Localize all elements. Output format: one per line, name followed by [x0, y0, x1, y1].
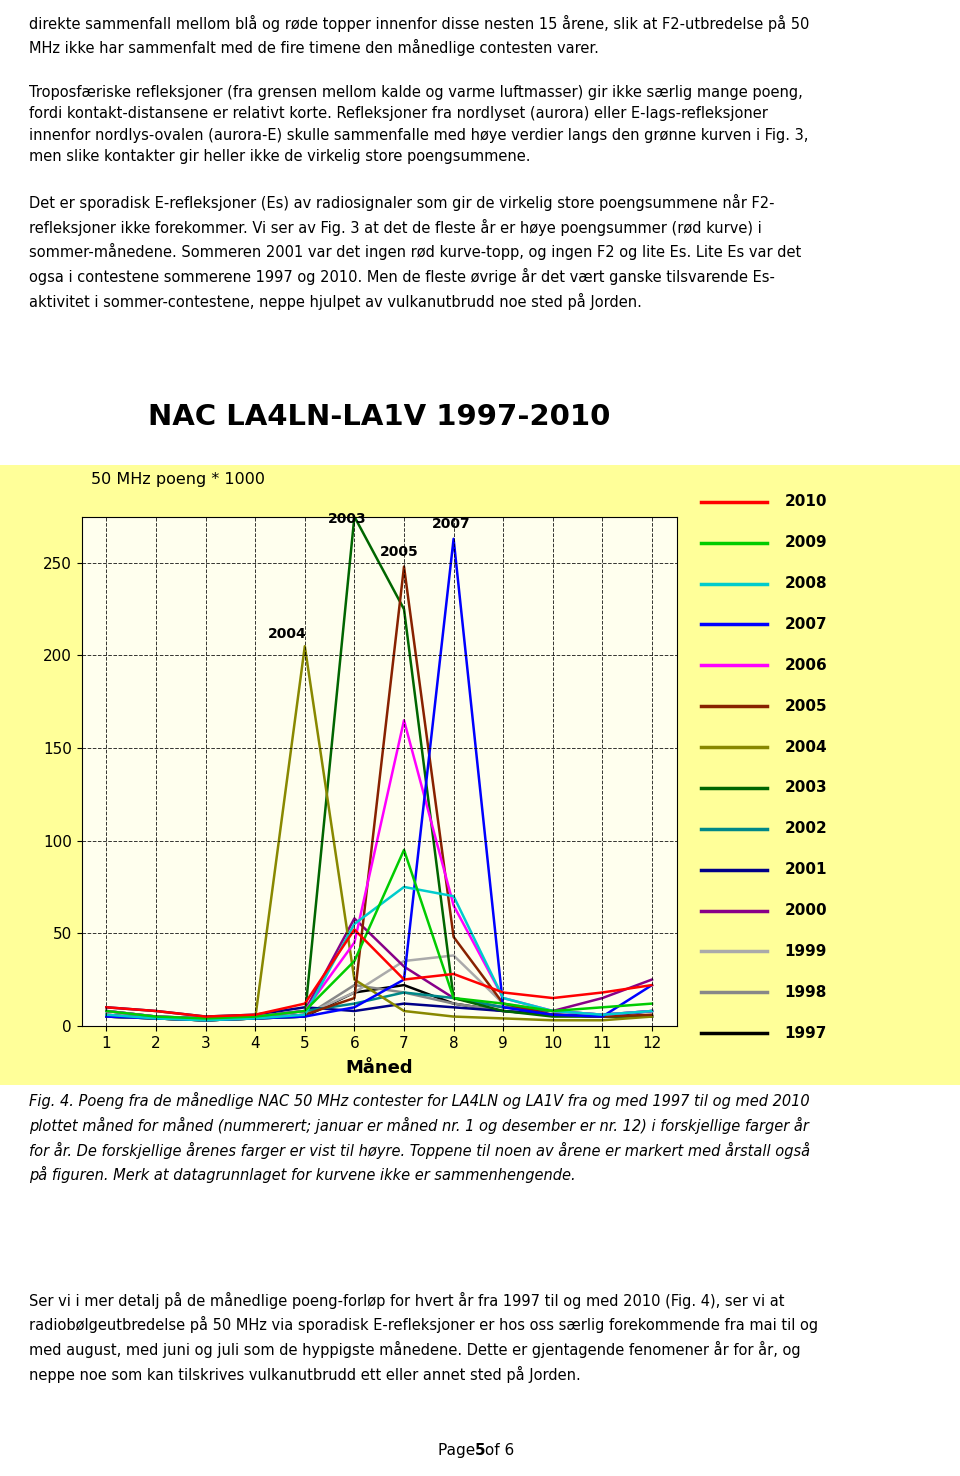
- Text: Fig. 4. Poeng fra de månedlige NAC 50 MHz contester for LA4LN og LA1V fra og med: Fig. 4. Poeng fra de månedlige NAC 50 MH…: [29, 1092, 810, 1184]
- Text: direkte sammenfall mellom blå og røde topper innenfor disse nesten 15 årene, sli: direkte sammenfall mellom blå og røde to…: [29, 15, 809, 310]
- Text: 5: 5: [474, 1444, 486, 1458]
- Text: 2009: 2009: [784, 536, 828, 551]
- Text: 2007: 2007: [784, 617, 828, 632]
- Text: 2005: 2005: [379, 545, 419, 559]
- Text: 2001: 2001: [784, 862, 828, 877]
- Text: Ser vi i mer detalj på de månedlige poeng-forløp for hvert år fra 1997 til og me: Ser vi i mer detalj på de månedlige poen…: [29, 1292, 818, 1383]
- Text: 2007: 2007: [432, 518, 470, 531]
- Text: 2003: 2003: [784, 781, 828, 796]
- X-axis label: Måned: Måned: [346, 1058, 413, 1077]
- Text: 50 MHz poeng * 1000: 50 MHz poeng * 1000: [91, 472, 265, 487]
- Text: 2008: 2008: [784, 576, 828, 590]
- Text: 2010: 2010: [784, 494, 828, 509]
- Text: 2004: 2004: [268, 627, 307, 641]
- Text: Page: Page: [438, 1444, 480, 1458]
- Text: 2004: 2004: [784, 739, 828, 754]
- Text: 2003: 2003: [327, 512, 367, 525]
- Text: 2000: 2000: [784, 903, 828, 918]
- Text: NAC LA4LN-LA1V 1997-2010: NAC LA4LN-LA1V 1997-2010: [148, 403, 611, 431]
- Text: 1997: 1997: [784, 1026, 828, 1041]
- Text: 2005: 2005: [784, 698, 828, 714]
- Text: 1999: 1999: [784, 945, 828, 959]
- Text: 2006: 2006: [784, 658, 828, 673]
- Text: 1998: 1998: [784, 984, 828, 999]
- Text: of 6: of 6: [480, 1444, 515, 1458]
- Text: 2002: 2002: [784, 821, 828, 837]
